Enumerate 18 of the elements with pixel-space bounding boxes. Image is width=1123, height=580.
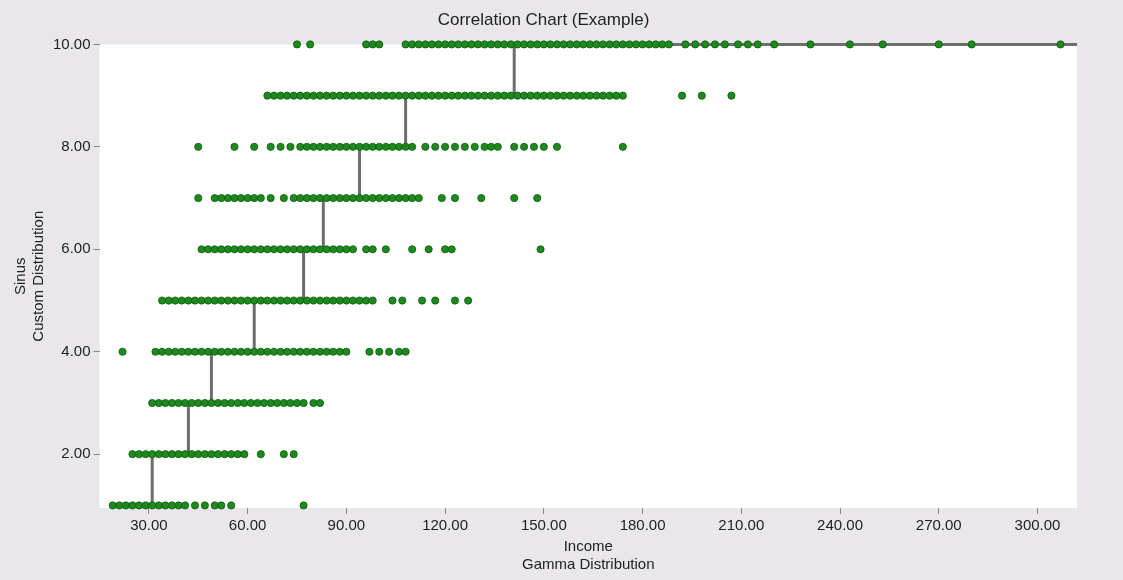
x-tick-label: 240.00 bbox=[817, 516, 863, 534]
y-tick-label: 8.00 bbox=[61, 136, 91, 154]
x-axis-title: Income Gamma Distribution bbox=[521, 537, 655, 573]
y-tick-label: 6.00 bbox=[61, 239, 91, 257]
chart-title: Correlation Chart (Example) bbox=[437, 9, 650, 29]
y-tick-label: 4.00 bbox=[61, 341, 91, 359]
y-axis-title: Sinus Custom Distribution bbox=[11, 210, 47, 342]
y-tick-label: 10.00 bbox=[52, 34, 91, 52]
x-tick-label: 60.00 bbox=[228, 516, 267, 534]
x-tick-label: 150.00 bbox=[520, 516, 567, 534]
x-tick-label: 30.00 bbox=[130, 516, 168, 534]
x-tick-label: 120.00 bbox=[422, 516, 469, 534]
y-tick-label: 2.00 bbox=[61, 444, 91, 462]
x-tick-label: 210.00 bbox=[718, 516, 765, 534]
x-tick-label: 90.00 bbox=[327, 516, 366, 534]
x-tick-label: 180.00 bbox=[619, 516, 666, 534]
x-tick-label: 270.00 bbox=[915, 516, 962, 534]
x-tick-label: 300.00 bbox=[1014, 516, 1061, 534]
